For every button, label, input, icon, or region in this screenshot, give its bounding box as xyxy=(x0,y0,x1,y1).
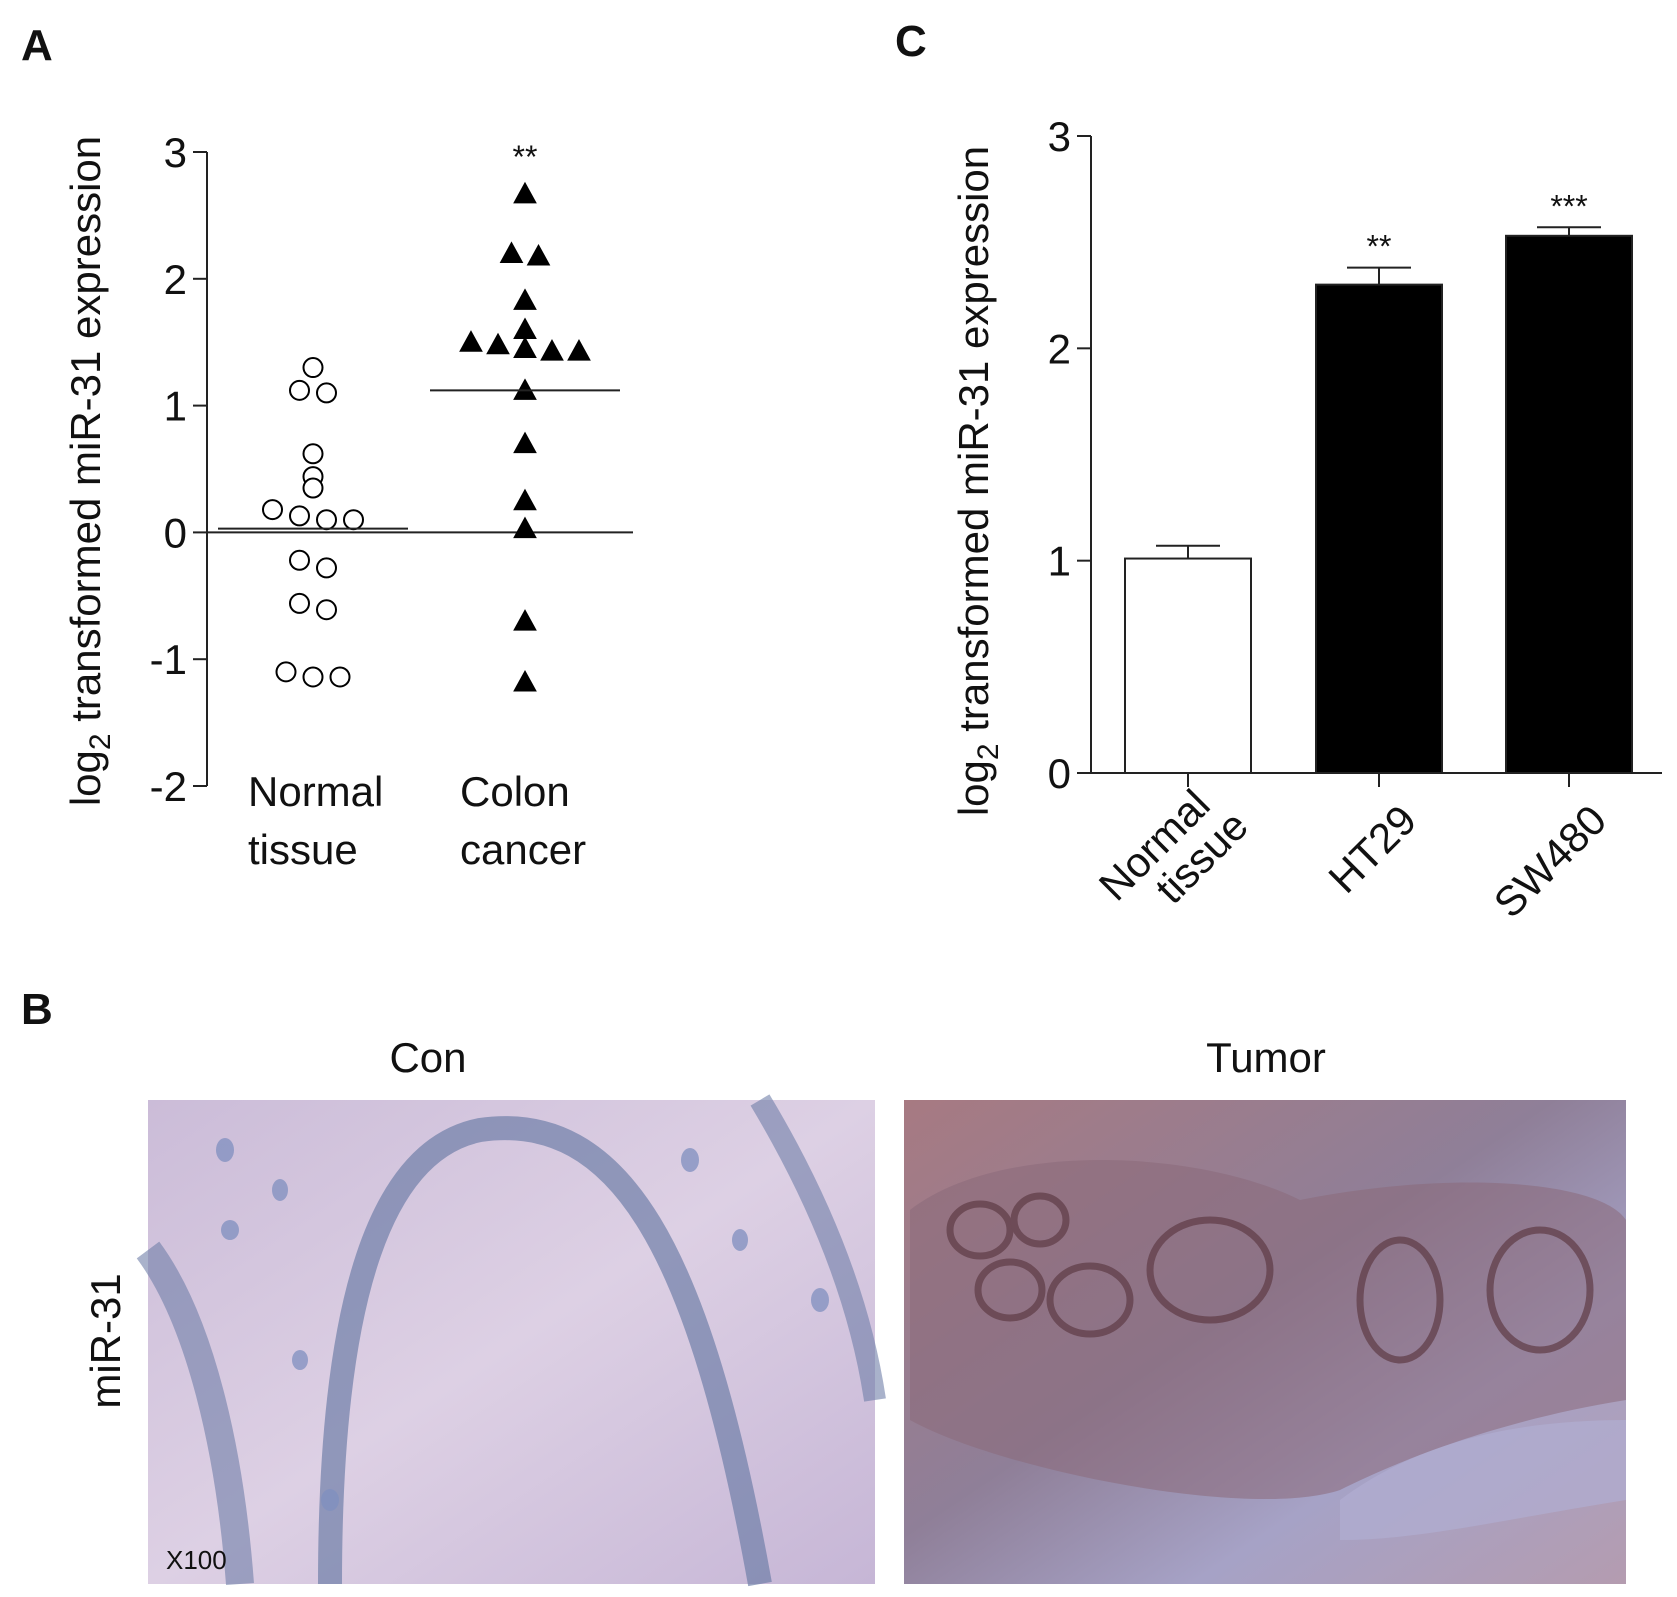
data-point xyxy=(329,666,351,688)
y-tick-label: 0 xyxy=(164,509,187,556)
data-point xyxy=(262,499,283,521)
data-point xyxy=(499,241,524,263)
data-point xyxy=(316,557,337,579)
bar xyxy=(1505,234,1633,774)
micrograph-con xyxy=(136,1094,886,1587)
data-point xyxy=(513,317,537,340)
y-axis-label: log2 transformed miR-31 expression xyxy=(950,146,1005,816)
data-point xyxy=(513,431,537,454)
y-axis-label-part: 2 xyxy=(84,733,117,750)
y-tick-label: 0 xyxy=(1048,750,1071,797)
data-point xyxy=(316,382,337,404)
y-tick-label: 3 xyxy=(164,129,187,176)
y-axis-label-part: transformed miR-31 expression xyxy=(950,146,997,744)
data-point xyxy=(289,379,310,401)
significance: ** xyxy=(513,139,538,175)
panel-label: B xyxy=(21,985,53,1034)
y-tick-label: 1 xyxy=(1048,538,1071,585)
micrograph-tumor xyxy=(904,1100,1626,1584)
x-tick-label: SW480 xyxy=(1485,796,1616,927)
data-point xyxy=(513,488,537,511)
x-tick-label: HT29 xyxy=(1319,796,1425,902)
data-point xyxy=(289,592,310,614)
significance: *** xyxy=(1550,188,1587,224)
data-point xyxy=(316,599,337,621)
data-point xyxy=(486,332,510,355)
column-label: Con xyxy=(389,1034,466,1081)
y-tick-label: -2 xyxy=(150,763,187,810)
data-point xyxy=(302,477,324,499)
magnification: X100 xyxy=(166,1545,227,1575)
data-point xyxy=(513,288,537,310)
y-axis-label-part: log xyxy=(62,750,109,806)
data-point xyxy=(302,443,324,465)
y-axis-label: log2 transformed miR-31 expression xyxy=(62,136,117,806)
y-tick-label: 1 xyxy=(164,383,187,430)
y-tick-label: 3 xyxy=(1048,113,1071,160)
data-point xyxy=(513,516,537,539)
significance: ** xyxy=(1367,229,1392,265)
data-point xyxy=(459,330,483,352)
y-tick-label: 2 xyxy=(1048,325,1071,372)
data-point xyxy=(302,666,324,688)
data-point xyxy=(540,339,564,361)
data-point xyxy=(513,669,537,692)
row-label: miR-31 xyxy=(82,1273,129,1408)
y-tick-label: -1 xyxy=(150,636,187,683)
y-tick-label: 2 xyxy=(164,256,187,303)
data-point xyxy=(275,661,297,683)
data-point xyxy=(343,509,364,531)
data-point xyxy=(526,243,551,266)
data-point xyxy=(302,357,324,379)
bar xyxy=(1124,557,1252,774)
y-axis-label-part: 2 xyxy=(972,743,1005,760)
data-point xyxy=(289,549,310,571)
panel-label: A xyxy=(21,21,53,70)
y-axis-label-part: transformed miR-31 expression xyxy=(62,136,109,734)
y-axis-label-part: log xyxy=(950,760,997,816)
column-label: Tumor xyxy=(1206,1034,1326,1081)
data-point xyxy=(567,339,591,361)
panel-label: C xyxy=(895,17,927,66)
data-point xyxy=(316,509,337,531)
x-tick-label: Normaltissue xyxy=(1090,772,1257,939)
x-tick-label: Colon cancer xyxy=(460,768,586,873)
data-point xyxy=(513,336,537,359)
data-point xyxy=(513,181,537,204)
bar xyxy=(1315,283,1443,774)
data-point xyxy=(289,505,310,527)
data-point xyxy=(513,609,537,631)
